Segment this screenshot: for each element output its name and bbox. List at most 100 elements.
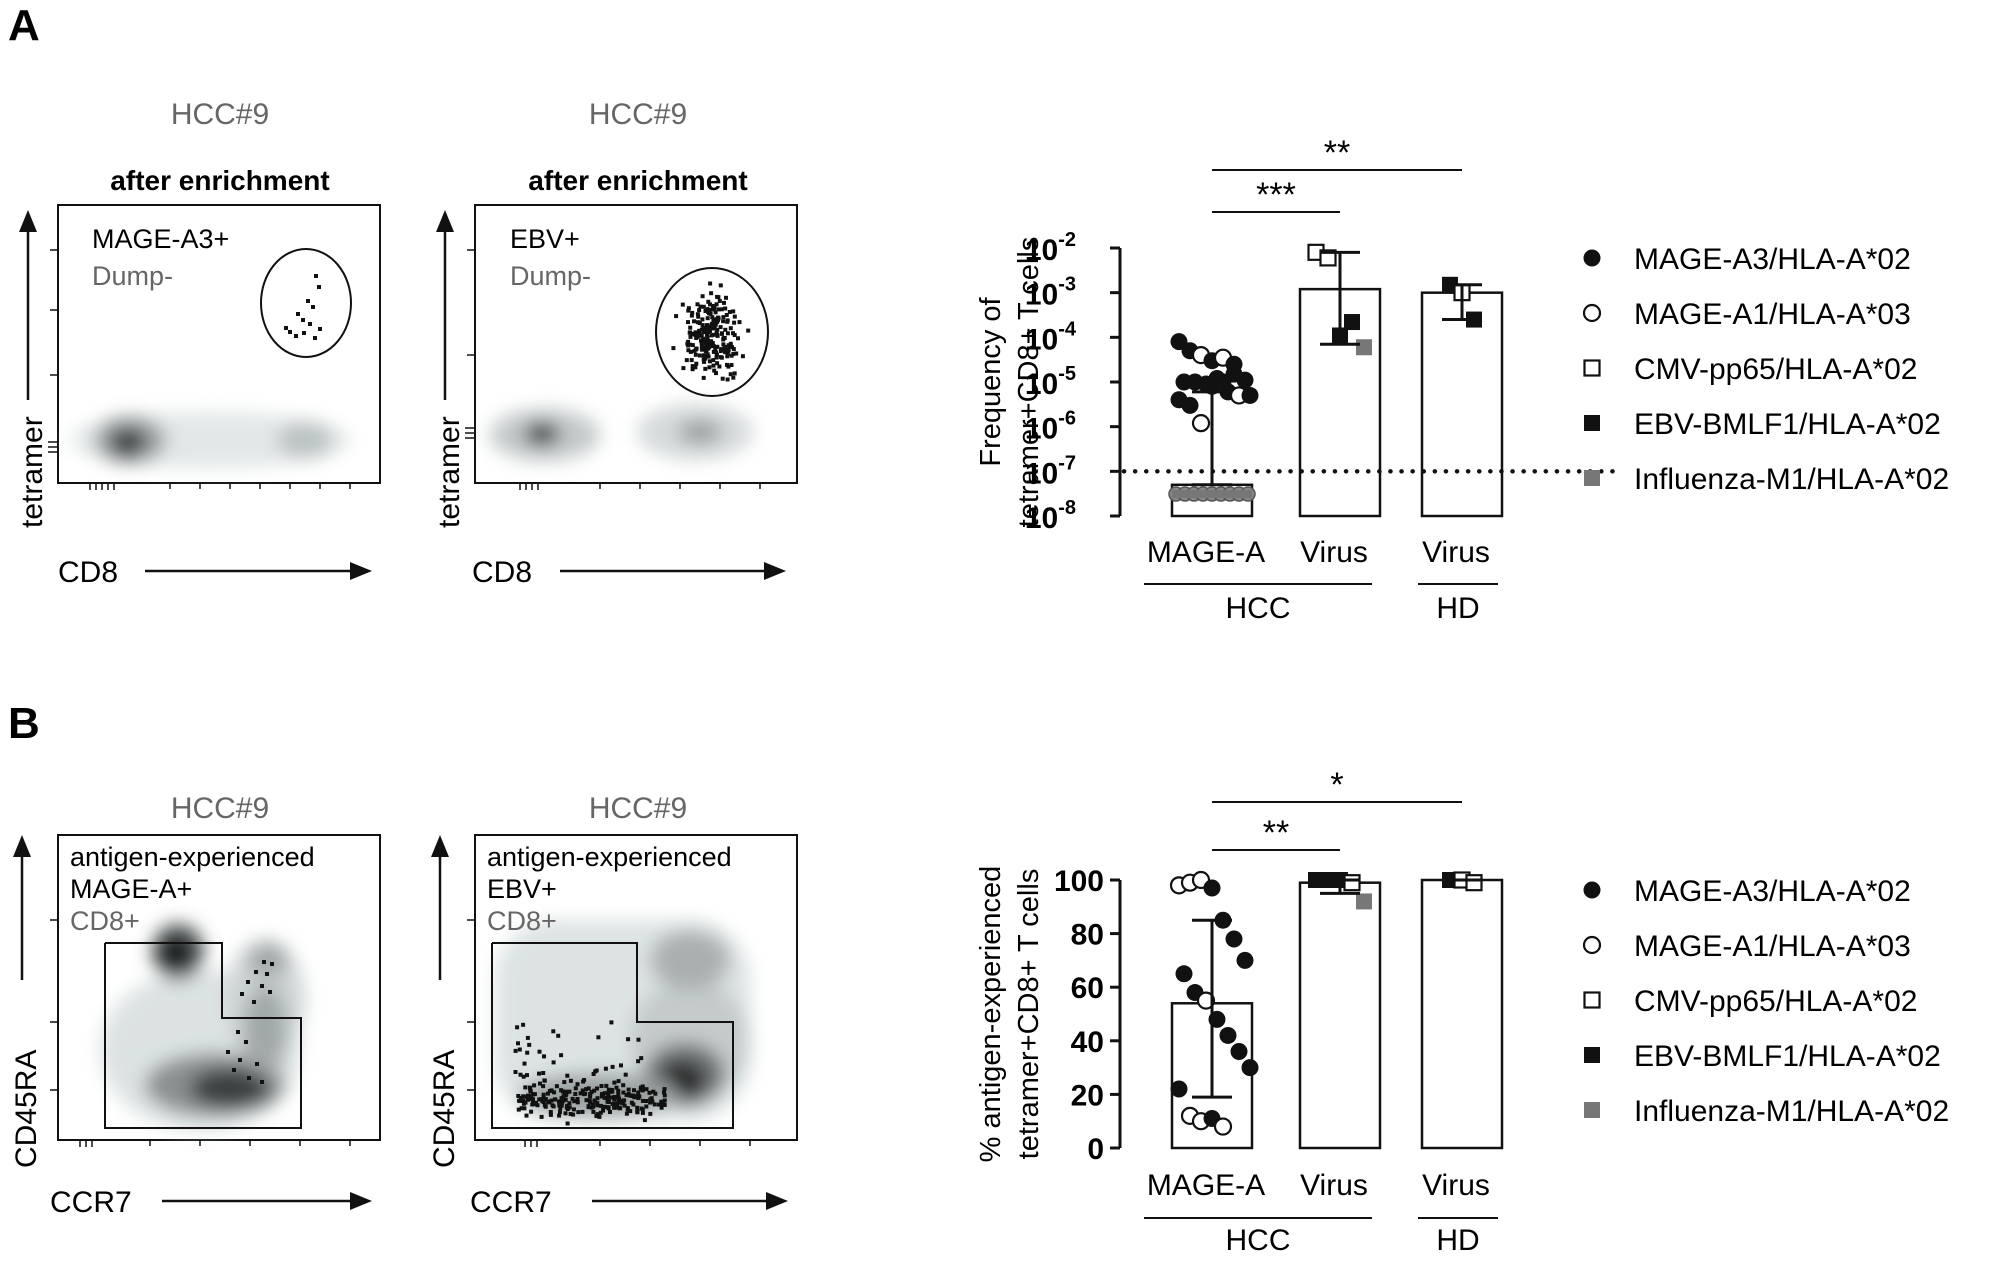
event-dot <box>548 1110 553 1114</box>
event-dot <box>616 1079 621 1084</box>
event-dot <box>707 365 712 370</box>
event-dot <box>626 1037 631 1042</box>
event-dot <box>659 1099 664 1104</box>
event-dot <box>737 320 742 325</box>
data-point <box>1170 1080 1188 1098</box>
event-dot <box>575 1100 580 1105</box>
data-point <box>1584 1102 1600 1118</box>
gate-events <box>513 1020 667 1126</box>
event-dot <box>711 344 716 349</box>
event-dot <box>699 338 703 343</box>
event-dot <box>699 341 704 346</box>
bar <box>1298 881 1382 1150</box>
event-dot <box>705 316 710 321</box>
event-dot <box>642 1118 647 1123</box>
event-dot <box>695 302 700 307</box>
event-dot <box>538 1081 542 1086</box>
event-dot <box>552 1090 556 1095</box>
event-dot <box>702 346 706 351</box>
event-dot <box>584 1098 589 1103</box>
tick-base: 10 <box>1025 279 1058 312</box>
event-dot <box>686 308 691 313</box>
event-dot <box>688 342 693 347</box>
flow-plot-b1: HCC#9 antigen-experienced MAGE-A+ CD8+ <box>10 792 381 1219</box>
event-dot <box>708 281 713 286</box>
event-dot <box>638 1085 643 1090</box>
legend-label: Influenza-M1/HLA-A*02 <box>1634 463 1949 496</box>
event-dot <box>698 304 703 309</box>
event-dot <box>690 367 695 372</box>
event-dot <box>635 1110 640 1115</box>
event-dot <box>639 1106 644 1111</box>
event-dot <box>604 1083 609 1088</box>
event-dot <box>640 1088 645 1093</box>
event-dot <box>725 362 729 367</box>
event-dot <box>662 1090 666 1095</box>
event-dot <box>575 1082 580 1087</box>
event-dot <box>722 344 727 349</box>
event-dot <box>624 1093 629 1097</box>
event-dot <box>718 325 723 330</box>
y-axis-arrowhead <box>19 210 37 232</box>
event-dot <box>596 1035 601 1040</box>
event-dot <box>728 341 733 346</box>
event-dot <box>632 1088 636 1093</box>
event-dot <box>584 1087 589 1092</box>
event-dot <box>582 1092 587 1097</box>
event-dot <box>602 1095 607 1100</box>
event-dot <box>516 1094 521 1098</box>
event-dot <box>521 1022 526 1027</box>
event-dot <box>561 1094 566 1099</box>
event-dot <box>580 1109 585 1114</box>
y-tick-label: 80 <box>1071 919 1104 952</box>
event-dot <box>721 315 726 320</box>
event-dot <box>686 348 691 353</box>
event-dot <box>595 1112 600 1117</box>
data-point <box>1319 249 1337 267</box>
gate-ellipse <box>260 248 352 358</box>
event-dot <box>543 1103 548 1108</box>
event-dot <box>551 1060 556 1065</box>
legend-a: MAGE-A3/HLA-A*02 MAGE-A1/HLA-A*03 CMV-pp65… <box>1582 243 1949 496</box>
x-category-label: MAGE-A <box>1147 1169 1265 1202</box>
x-category-label: Virus <box>1300 1169 1368 1202</box>
event-dot <box>621 1083 626 1088</box>
event-dot <box>601 1107 606 1112</box>
event-dot <box>700 317 705 322</box>
event-dot <box>570 1096 575 1101</box>
event-dot <box>659 1105 664 1110</box>
event-dot <box>722 347 727 352</box>
tick-base: 10 <box>1025 413 1058 446</box>
data-point <box>1225 930 1243 948</box>
event-dot <box>717 299 722 303</box>
event-dot <box>686 320 690 325</box>
event-dot <box>692 348 697 353</box>
event-dot <box>541 1071 546 1075</box>
y-axis-arrowhead <box>13 835 31 857</box>
event-dot <box>515 1025 520 1030</box>
event-dot <box>586 1086 591 1091</box>
event-dot <box>708 302 712 307</box>
density-cloud <box>490 404 753 461</box>
event-dot <box>711 318 716 323</box>
event-dot <box>695 320 700 325</box>
event-dot <box>513 1048 518 1053</box>
event-dot <box>557 1101 562 1106</box>
event-dot <box>703 356 708 361</box>
legend-label: CMV-pp65/HLA-A*02 <box>1634 985 1917 1018</box>
event-dot <box>568 1078 573 1083</box>
event-dot <box>732 314 737 319</box>
event-dot <box>529 1094 533 1099</box>
event-dot <box>719 331 724 336</box>
event-dot <box>612 1080 617 1085</box>
event-dot <box>746 328 751 333</box>
event-dot <box>573 1092 578 1096</box>
y-tick-label: 40 <box>1071 1026 1104 1059</box>
legend-b: MAGE-A3/HLA-A*02 MAGE-A1/HLA-A*03 CMV-pp65… <box>1582 875 1949 1128</box>
event-dot <box>647 1090 652 1095</box>
data-point <box>1584 470 1600 486</box>
event-dot <box>716 295 721 300</box>
data-point <box>1356 893 1372 910</box>
x-axis-arrowhead <box>350 562 372 580</box>
event-dot <box>527 1042 532 1047</box>
